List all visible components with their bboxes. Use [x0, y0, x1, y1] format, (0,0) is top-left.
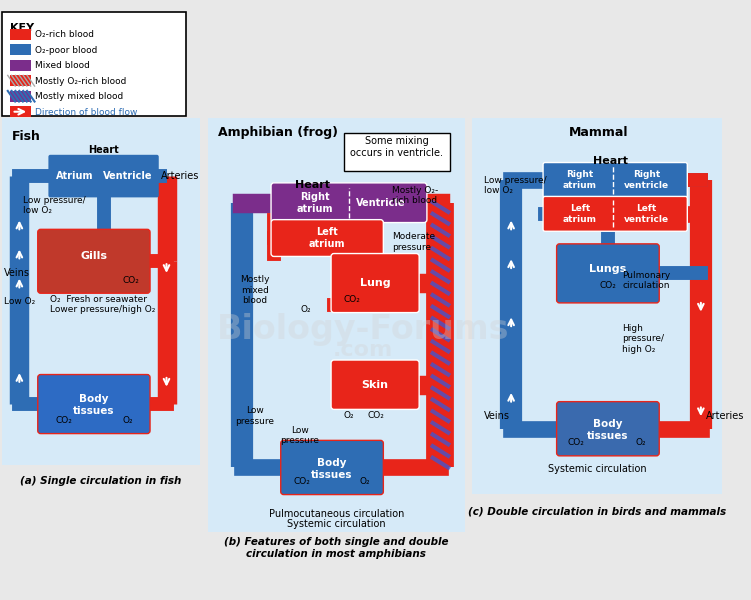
Text: Mostly O₂-
rich blood: Mostly O₂- rich blood	[392, 186, 439, 205]
Bar	[10, 76, 31, 86]
Text: tissues: tissues	[73, 406, 115, 416]
FancyBboxPatch shape	[543, 196, 687, 231]
Text: Ventricle: Ventricle	[103, 171, 152, 181]
Text: (b) Features of both single and double
circulation in most amphibians: (b) Features of both single and double c…	[224, 537, 448, 559]
Text: Mammal: Mammal	[569, 126, 629, 139]
Text: CO₂: CO₂	[599, 281, 617, 290]
Text: Low
pressure: Low pressure	[281, 426, 320, 445]
Text: Skin: Skin	[362, 380, 388, 390]
Bar	[208, 118, 465, 532]
Text: CO₂: CO₂	[294, 477, 310, 486]
Text: Heart: Heart	[295, 180, 330, 190]
Text: Systemic circulation: Systemic circulation	[548, 464, 647, 475]
Text: Mostly mixed blood: Mostly mixed blood	[35, 92, 123, 101]
Bar	[472, 118, 722, 494]
Text: (c) Double circulation in birds and mammals: (c) Double circulation in birds and mamm…	[468, 507, 726, 517]
Bar	[2, 11, 185, 116]
Text: Left
ventricle: Left ventricle	[624, 204, 669, 224]
FancyBboxPatch shape	[271, 220, 383, 256]
Text: CO₂: CO₂	[567, 438, 584, 447]
Text: Left
atrium: Left atrium	[309, 227, 345, 249]
FancyBboxPatch shape	[331, 360, 419, 409]
Text: Right
atrium: Right atrium	[562, 170, 597, 190]
Text: O₂: O₂	[359, 477, 369, 486]
FancyBboxPatch shape	[556, 244, 659, 303]
Text: Heart: Heart	[593, 157, 629, 166]
Text: O₂-rich blood: O₂-rich blood	[35, 30, 94, 39]
FancyBboxPatch shape	[38, 374, 150, 434]
Text: Atrium: Atrium	[56, 171, 93, 181]
Text: tissues: tissues	[587, 431, 629, 442]
Bar	[10, 29, 31, 40]
Text: Lower pressure/high O₂: Lower pressure/high O₂	[50, 305, 155, 314]
Text: CO₂: CO₂	[368, 411, 385, 420]
Text: Left
atrium: Left atrium	[562, 204, 597, 224]
Text: O₂: O₂	[635, 438, 646, 447]
Text: low O₂: low O₂	[23, 206, 53, 215]
Text: Moderate
pressure: Moderate pressure	[392, 232, 435, 251]
FancyBboxPatch shape	[556, 401, 659, 456]
Text: O₂  Fresh or seawater: O₂ Fresh or seawater	[50, 295, 147, 304]
Text: Pulmonary
circulation: Pulmonary circulation	[623, 271, 671, 290]
Text: O₂-poor blood: O₂-poor blood	[35, 46, 97, 55]
Bar	[10, 106, 31, 117]
FancyBboxPatch shape	[543, 163, 687, 197]
Bar	[10, 60, 31, 71]
Text: occurs in ventricle.: occurs in ventricle.	[351, 148, 443, 158]
Text: Lungs: Lungs	[590, 263, 626, 274]
Text: CO₂: CO₂	[55, 416, 72, 425]
Text: Heart: Heart	[88, 145, 119, 155]
Text: Mixed blood: Mixed blood	[35, 61, 89, 70]
FancyBboxPatch shape	[48, 155, 158, 197]
Text: CO₂: CO₂	[344, 295, 360, 304]
FancyBboxPatch shape	[331, 254, 419, 313]
Text: Gills: Gills	[80, 251, 107, 262]
Text: Biology-Forums: Biology-Forums	[217, 313, 509, 346]
Text: KEY: KEY	[10, 23, 34, 33]
Text: Lung: Lung	[360, 278, 391, 288]
FancyBboxPatch shape	[38, 229, 150, 293]
Bar	[10, 91, 31, 101]
Text: O₂: O₂	[344, 411, 354, 420]
FancyBboxPatch shape	[271, 183, 427, 223]
Text: Right
ventricle: Right ventricle	[624, 170, 669, 190]
Text: Direction of blood flow: Direction of blood flow	[35, 108, 137, 117]
Text: Some mixing: Some mixing	[365, 136, 429, 146]
Text: Body: Body	[593, 419, 623, 429]
Bar	[344, 133, 450, 171]
Text: Low O₂: Low O₂	[4, 298, 35, 307]
Text: Low
pressure: Low pressure	[235, 406, 274, 426]
Text: Amphibian (frog): Amphibian (frog)	[218, 126, 338, 139]
Text: High
pressure/
high O₂: High pressure/ high O₂	[623, 324, 665, 353]
Text: O₂: O₂	[123, 416, 134, 425]
Text: Body: Body	[317, 458, 347, 467]
Text: tissues: tissues	[311, 470, 353, 480]
Text: Right
atrium: Right atrium	[297, 192, 333, 214]
Text: Low pressure/: Low pressure/	[23, 196, 86, 205]
FancyBboxPatch shape	[281, 440, 383, 494]
Text: CO₂: CO₂	[122, 277, 140, 286]
Text: Systemic circulation: Systemic circulation	[287, 518, 386, 529]
Text: Ventricle: Ventricle	[356, 198, 406, 208]
Bar	[10, 44, 31, 55]
Text: Pulmocutaneous circulation: Pulmocutaneous circulation	[269, 509, 404, 519]
Text: O₂: O₂	[300, 305, 311, 314]
Text: Arteries: Arteries	[161, 171, 199, 181]
Text: (a) Single circulation in fish: (a) Single circulation in fish	[20, 476, 182, 486]
Text: Body: Body	[79, 394, 109, 404]
Text: Veins: Veins	[484, 411, 510, 421]
Text: .com: .com	[333, 340, 393, 361]
Text: Mostly O₂-rich blood: Mostly O₂-rich blood	[35, 77, 126, 86]
Text: Low pressure/
low O₂: Low pressure/ low O₂	[484, 176, 547, 196]
Bar	[2, 118, 201, 464]
Text: Arteries: Arteries	[706, 411, 744, 421]
Text: Veins: Veins	[4, 268, 30, 278]
Text: Mostly
mixed
blood: Mostly mixed blood	[240, 275, 270, 305]
Text: Fish: Fish	[11, 130, 41, 143]
